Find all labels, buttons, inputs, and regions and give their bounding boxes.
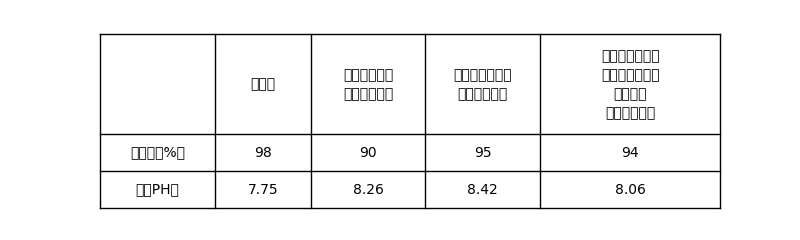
Text: 7.75: 7.75 [247, 183, 278, 197]
Text: 本发明: 本发明 [250, 77, 275, 91]
Text: 脱盐率（%）: 脱盐率（%） [130, 146, 185, 160]
Text: 8.42: 8.42 [467, 183, 498, 197]
Text: 原土（不施）
（对照组一）: 原土（不施） （对照组一） [343, 68, 394, 101]
Text: 8.26: 8.26 [353, 183, 383, 197]
Text: 8.06: 8.06 [614, 183, 646, 197]
Text: 98: 98 [254, 146, 272, 160]
Text: 94: 94 [622, 146, 639, 160]
Text: 单施微生物菌剂
发酵处理后的园
林废弃物
（对照组三）: 单施微生物菌剂 发酵处理后的园 林废弃物 （对照组三） [601, 49, 659, 120]
Text: 土壤PH值: 土壤PH值 [135, 183, 179, 197]
Text: 90: 90 [359, 146, 377, 160]
Text: 95: 95 [474, 146, 492, 160]
Text: 施入其他有机肥
（对照组二）: 施入其他有机肥 （对照组二） [454, 68, 512, 101]
